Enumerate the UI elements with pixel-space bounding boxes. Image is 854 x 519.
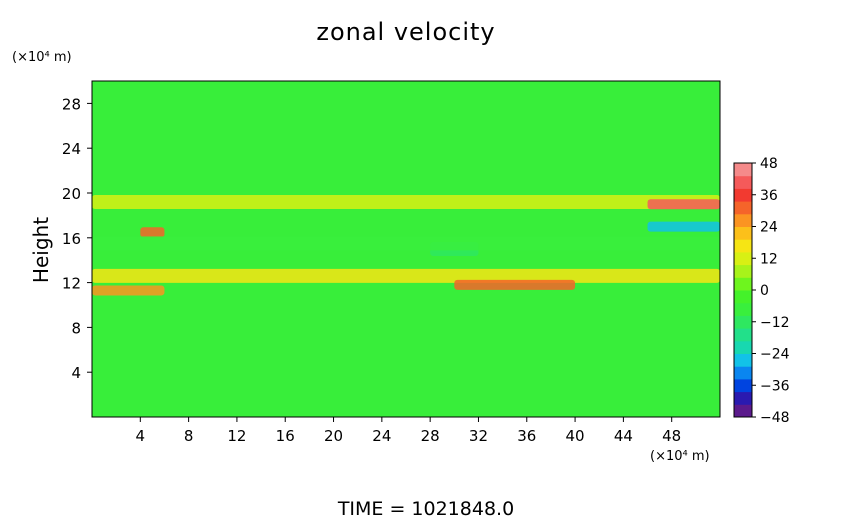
heatmap-feature-5 [647,221,720,232]
y-tick-label-8: 8 [71,319,81,337]
x-tick-label-24: 24 [372,427,391,445]
x-tick-label-12: 12 [227,427,246,445]
x-tick-label-36: 36 [517,427,536,445]
x-tick-label-4: 4 [136,427,146,445]
y-axis-unit: (×10⁴ m) [12,50,72,65]
colorbar-swatch-9 [734,290,752,304]
plot-frame [91,80,721,418]
colorbar-swatch-3 [734,366,752,380]
heatmap-feature-1 [92,268,720,283]
x-tick-label-16: 16 [276,427,295,445]
heatmap-feature-2 [92,285,165,296]
colorbar-swatch-1 [734,391,752,405]
plot-area [91,80,721,418]
colorbar-label-0: 48 [760,156,778,172]
colorbar-swatch-15 [734,213,752,227]
colorbar-swatch-18 [734,175,752,189]
heatmap-feature-4 [647,199,720,210]
colorbar-swatch-12 [734,251,752,266]
colorbar: 48 36 24 12 0 −12 −24 −36 −48 [733,156,790,426]
time-stamp: TIME = 1021848.0 [337,498,514,519]
colorbar-label-2: 24 [760,220,778,236]
x-tick-label-28: 28 [421,427,440,445]
y-tick-label-4: 4 [71,364,81,382]
heatmap-feature-0 [92,194,720,209]
x-axis: 4 8 12 16 20 24 28 32 36 40 44 48 [136,417,681,445]
colorbar-swatch-13 [734,239,752,253]
colorbar-label-8: −48 [760,410,790,426]
colorbar-swatch-5 [734,340,752,354]
colorbar-label-5: −12 [760,315,790,331]
colorbar-swatch-6 [734,328,752,342]
heatmap-feature-6 [140,227,165,238]
colorbar-label-6: −24 [760,347,790,363]
colorbar-swatch-8 [734,302,752,316]
x-tick-label-32: 32 [469,427,488,445]
colorbar-swatch-11 [734,264,752,278]
colorbar-label-3: 12 [760,251,778,267]
chart-title: zonal velocity [316,18,495,46]
y-axis-label: Height [29,217,53,283]
x-tick-label-48: 48 [662,427,681,445]
y-tick-label-28: 28 [62,95,81,113]
heatmap-feature-3 [454,279,576,290]
x-tick-label-44: 44 [614,427,633,445]
colorbar-swatch-14 [734,226,752,240]
colorbar-swatch-0 [734,404,752,418]
colorbar-label-4: 0 [760,283,769,299]
colorbar-swatch-10 [734,277,752,291]
colorbar-swatch-4 [734,353,752,367]
colorbar-swatch-2 [734,378,752,393]
y-tick-label-24: 24 [62,140,81,158]
colorbar-label-1: 36 [760,188,778,204]
colorbar-swatch-7 [734,315,752,329]
y-tick-label-12: 12 [62,275,81,293]
x-tick-label-8: 8 [184,427,194,445]
y-tick-label-20: 20 [62,185,81,203]
colorbar-label-7: −36 [760,378,790,394]
colorbar-swatch-17 [734,188,752,202]
colorbar-swatch-16 [734,201,752,215]
x-axis-unit: (×10⁴ m) [650,449,710,464]
heatmap-cells [92,194,720,296]
colorbar-swatch-19 [734,163,752,177]
y-axis: 4 8 12 16 20 24 28 [62,95,92,382]
x-tick-label-40: 40 [566,427,585,445]
heatmap-feature-8 [92,236,720,251]
x-tick-label-20: 20 [324,427,343,445]
y-tick-label-16: 16 [62,230,81,248]
